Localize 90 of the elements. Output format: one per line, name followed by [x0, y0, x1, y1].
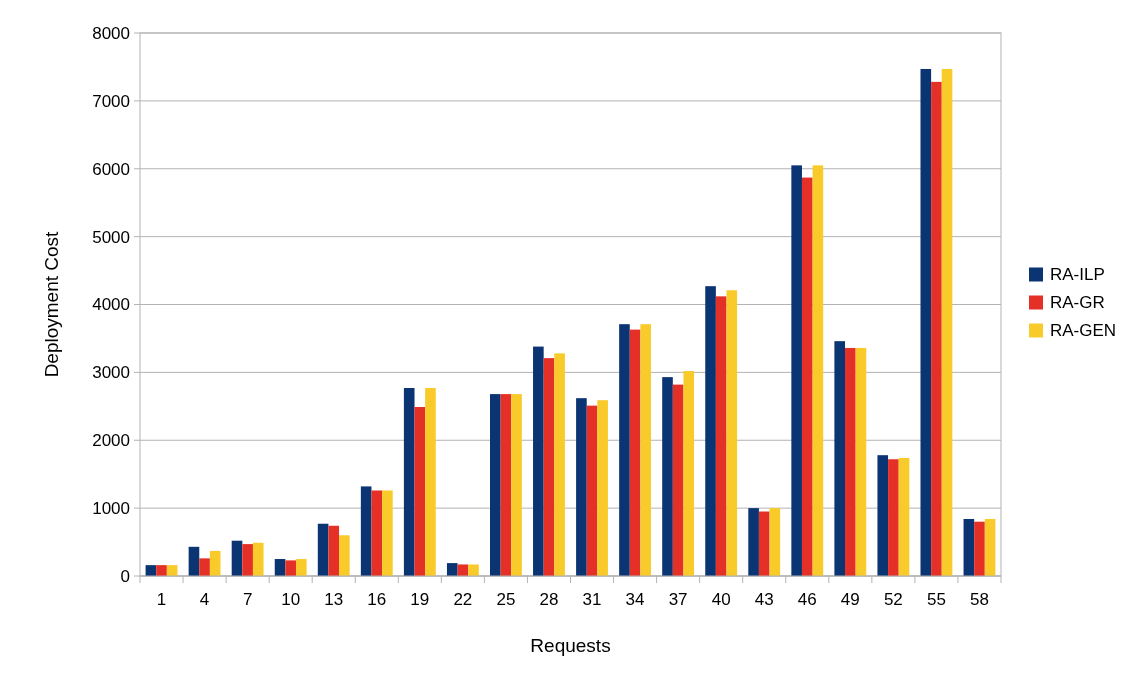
bar [382, 490, 393, 576]
y-tick-label: 7000 [92, 91, 130, 111]
bar [209, 550, 221, 576]
y-tick-label: 6000 [92, 159, 130, 179]
y-axis-title: Deployment Cost [41, 230, 62, 378]
bar [888, 459, 899, 576]
bar [984, 518, 996, 576]
bar [705, 286, 716, 576]
x-axis-title: Requests [530, 635, 611, 656]
y-tick-label: 2000 [92, 431, 130, 451]
x-tick-label: 52 [883, 590, 903, 609]
x-tick-label: 19 [410, 590, 430, 609]
bar [543, 358, 555, 576]
x-tick-label: 43 [754, 590, 774, 609]
bar [963, 518, 975, 576]
y-tick-label: 5000 [92, 227, 130, 247]
bar [468, 564, 479, 576]
legend-label: RA-GEN [1050, 321, 1117, 341]
bar [403, 387, 415, 576]
bar [295, 559, 307, 576]
x-tick-label: 13 [324, 590, 344, 609]
y-tick-label: 8000 [92, 23, 130, 43]
bar [597, 400, 608, 576]
x-tick-label: 1 [156, 590, 167, 609]
x-tick-label: 46 [797, 590, 817, 609]
x-tick-label: 25 [496, 590, 516, 609]
legend-label: RA-GR [1050, 293, 1105, 313]
bar [812, 165, 824, 576]
bar [931, 81, 942, 576]
bar [511, 394, 522, 576]
x-tick-label: 49 [840, 590, 860, 609]
bar [758, 511, 770, 576]
x-tick-label: 37 [668, 590, 688, 609]
bar [855, 347, 867, 576]
bar [285, 560, 296, 576]
y-tick-label: 3000 [92, 363, 130, 383]
bar [156, 565, 167, 576]
x-tick-label: 10 [281, 590, 301, 609]
bar [414, 406, 426, 576]
bar [920, 68, 932, 576]
bar [242, 544, 253, 576]
bar [328, 525, 340, 576]
bar [252, 542, 264, 576]
y-tick-label: 0 [120, 566, 130, 586]
x-tick-label: 16 [367, 590, 387, 609]
bar [769, 508, 781, 576]
bar [683, 371, 695, 576]
bar [748, 508, 759, 576]
x-tick-label: 22 [453, 590, 473, 609]
y-tick-label: 4000 [92, 295, 130, 315]
bar [446, 563, 458, 576]
bar [360, 486, 372, 576]
bar [726, 290, 738, 576]
bar [845, 347, 856, 576]
bar [339, 535, 350, 576]
bar [640, 324, 651, 576]
bar [554, 353, 565, 576]
bar [199, 558, 210, 576]
x-tick-label: 55 [926, 590, 946, 609]
x-tick-label: 31 [582, 590, 602, 609]
bar [834, 341, 846, 576]
bar [371, 490, 383, 576]
bar [425, 387, 436, 576]
bar [533, 346, 544, 576]
bar [791, 165, 802, 576]
x-tick-label: 28 [539, 590, 559, 609]
bar [500, 394, 512, 576]
legend-label: RA-ILP [1050, 265, 1105, 285]
bar [619, 324, 630, 576]
bar [317, 523, 329, 576]
x-tick-label: 7 [242, 590, 253, 609]
x-tick-label: 58 [970, 590, 989, 609]
bar [801, 177, 813, 576]
y-tick-label: 1000 [92, 499, 130, 519]
x-tick-label: 34 [625, 590, 645, 609]
bar [231, 540, 243, 576]
x-tick-label: 4 [199, 590, 210, 609]
bar [974, 521, 985, 576]
bar [672, 384, 684, 576]
bar [715, 296, 727, 576]
bar [941, 68, 953, 576]
bar [586, 405, 598, 576]
bar [877, 455, 889, 576]
bar [576, 398, 587, 576]
bar [662, 377, 673, 576]
bar [490, 394, 501, 576]
bar [898, 457, 910, 576]
bar [629, 329, 641, 576]
bar [188, 546, 200, 576]
x-tick-label: 40 [711, 590, 731, 609]
